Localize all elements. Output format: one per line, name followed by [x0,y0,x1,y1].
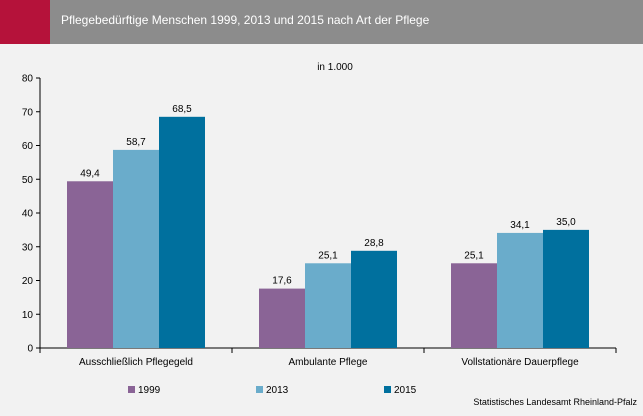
data-label: 34,1 [510,220,530,231]
bar-2015 [543,229,589,348]
legend-label: 2013 [266,385,289,396]
data-label: 17,6 [272,276,292,287]
data-label: 25,1 [464,250,484,261]
y-tick-label: 80 [22,74,34,85]
legend-swatch-2015 [384,386,391,393]
data-label: 49,4 [80,168,100,179]
legend-swatch-2013 [256,386,263,393]
category-label: Vollstationäre Dauerpflege [461,357,579,368]
legend-swatch-1999 [128,386,135,393]
data-label: 68,5 [172,104,192,115]
chart-title: Pflegebedürftige Menschen 1999, 2013 und… [61,13,430,27]
bar-2015 [159,116,205,348]
bar-1999 [451,263,497,348]
bars: 49,4 58,7 68,5 17,6 25,1 28,8 25,1 34,1 35,0 [67,104,589,348]
y-tick-label: 70 [22,107,34,118]
y-axis: 0 10 20 30 40 50 60 70 80 [22,74,41,355]
x-axis: Ausschließlich Pflegegeld Ambulante Pfleg… [39,347,617,368]
category-label: Ambulante Pflege [289,357,368,368]
category-label: Ausschließlich Pflegegeld [79,357,193,368]
y-tick-label: 40 [22,209,34,220]
header-bar: Pflegebedürftige Menschen 1999, 2013 und… [0,0,643,44]
legend-label: 2015 [394,385,417,396]
y-tick-label: 20 [22,276,34,287]
data-label: 58,7 [126,137,146,148]
data-label: 25,1 [318,250,338,261]
y-tick-label: 60 [22,141,34,152]
bar-chart: in 1.000 0 10 20 30 40 50 60 70 80 Ausschließlic… [22,62,638,407]
y-tick-label: 50 [22,175,34,186]
y-tick-label: 30 [22,242,34,253]
bar-1999 [67,181,113,348]
y-tick-label: 0 [27,344,33,355]
bar-2013 [305,263,351,348]
legend: 1999 2013 2015 [128,385,417,396]
bar-2013 [497,232,543,348]
header-accent [0,0,50,44]
unit-label: in 1.000 [317,62,353,73]
data-label: 28,8 [364,238,384,249]
legend-label: 1999 [138,385,161,396]
bar-2013 [113,149,159,348]
bar-2015 [351,250,397,348]
y-tick-label: 10 [22,310,34,321]
source-label: Statistisches Landesamt Rheinland-Pfalz [473,397,637,407]
bar-1999 [259,288,305,348]
data-label: 35,0 [556,217,576,228]
